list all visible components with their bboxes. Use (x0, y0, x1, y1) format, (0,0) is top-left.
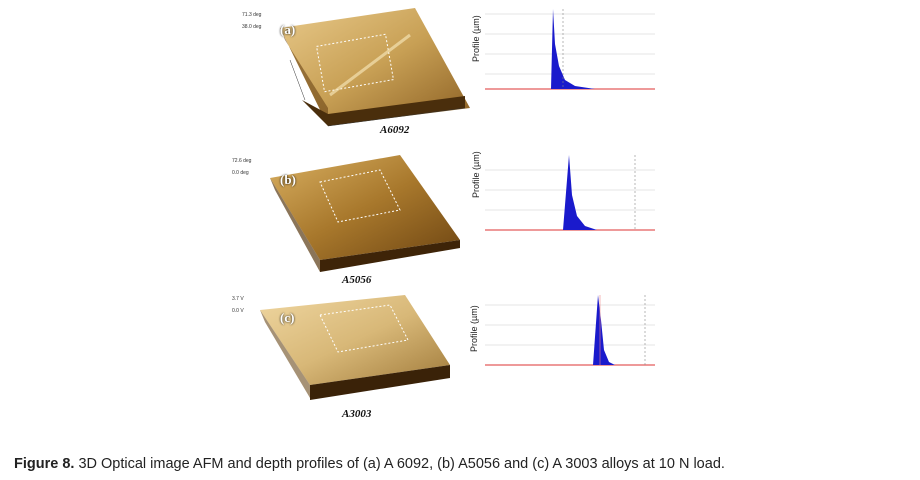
figure-row-c: (c) 3.7 V 0.0 V A3003 Profile (µm) (0, 290, 920, 440)
caption-label: Figure 8. (14, 456, 75, 472)
surface-top-c (260, 295, 450, 385)
peak-c (593, 295, 615, 365)
profile-ylabel-a: Profile (µm) (471, 15, 481, 62)
sample-label-a: A6092 (380, 124, 410, 136)
peak-b (563, 155, 597, 230)
profile-plot-c (485, 295, 655, 366)
afm-image-a: (a) 71.3 deg 38.0 deg A6092 (230, 0, 470, 140)
peak-a (551, 9, 595, 89)
selection-box-a (315, 33, 395, 93)
figure-row-b: (b) 72.6 deg 0.0 deg A5056 Profile (µm) (0, 150, 920, 290)
caption-text: 3D Optical image AFM and depth profiles … (74, 456, 725, 472)
selection-box-b (319, 169, 401, 223)
sample-label-c: A3003 (342, 408, 372, 420)
figure-row-a: (a) 71.3 deg 38.0 deg A6092 Profile (µm) (0, 0, 920, 140)
panel-tag-b: (b) (280, 172, 296, 187)
profile-ylabel-b: Profile (µm) (471, 151, 481, 198)
profile-ylabel-c: Profile (µm) (469, 305, 479, 352)
panel-tag-a: (a) (280, 22, 296, 37)
scale-bottom-c: 0.0 V (232, 308, 244, 314)
profile-plot-b (485, 155, 655, 231)
afm-surface-b (270, 155, 460, 272)
scale-top-a: 71.3 deg (242, 12, 262, 18)
profile-chart-b: Profile (µm) (465, 150, 665, 290)
profile-chart-c: Profile (µm) (465, 290, 665, 440)
figure-caption: Figure 8. 3D Optical image AFM and depth… (14, 456, 725, 472)
surface-edge-b (320, 240, 460, 272)
afm-surface-c (260, 295, 450, 400)
scale-bottom-b: 0.0 deg (232, 170, 249, 176)
scale-bottom-a: 38.0 deg (242, 24, 262, 30)
surface-top-a (280, 8, 470, 126)
profile-chart-a: Profile (µm) (465, 0, 665, 140)
afm-surface-a (280, 8, 470, 127)
surface-edge-a (302, 96, 465, 126)
afm-image-c: (c) 3.7 V 0.0 V A3003 (230, 290, 470, 440)
surface-edge-c (310, 365, 450, 400)
scale-top-b: 72.6 deg (232, 158, 252, 164)
surface-top-b (270, 155, 460, 260)
profile-plot-a (485, 9, 655, 90)
sample-label-b: A5056 (342, 274, 372, 286)
panel-tag-c: (c) (280, 310, 295, 325)
scale-top-c: 3.7 V (232, 296, 244, 302)
afm-image-b: (b) 72.6 deg 0.0 deg A5056 (230, 150, 470, 290)
